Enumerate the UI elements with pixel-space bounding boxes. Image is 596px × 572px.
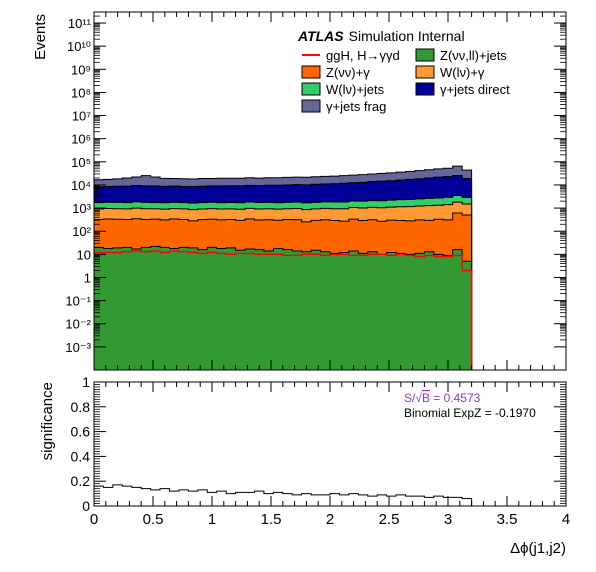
- ratio-y-tick-label: 0.8: [71, 399, 91, 415]
- atlas-label-rest: Simulation Internal: [349, 28, 465, 44]
- stack-0: [93, 245, 473, 371]
- ratio-x-tick-label: 1.5: [261, 511, 282, 528]
- legend: ggH, H→γγd Z(νν,ll)+jets Z(νν)+γ W(lν)+γ W(l…: [301, 48, 510, 114]
- atlas-label: ATLAS Simulation Internal: [297, 28, 465, 44]
- s-over-sqrt-b-value: = 0.4573: [430, 391, 481, 405]
- ratio-x-tick-label: 0: [90, 511, 98, 528]
- main-y-tick-label: 10⁻²: [65, 317, 91, 332]
- main-y-tick-label: 10¹⁰: [67, 39, 91, 54]
- main-y-tick-label: 10¹¹: [68, 16, 92, 31]
- ratio-y-tick-label: 0: [82, 498, 90, 514]
- x-axis-label: Δϕ(j1,j2): [510, 540, 566, 557]
- atlas-label-bold: ATLAS: [297, 28, 344, 44]
- ratio-y-tick-label: 1: [82, 374, 90, 390]
- binomial-expz-annotation: Binomial ExpZ = -0.1970: [404, 406, 536, 420]
- ratio-y-tick-label: 0.6: [71, 424, 91, 440]
- ratio-y-tick-label: 0.4: [71, 448, 91, 464]
- main-y-tick-label: 10⁻¹: [65, 294, 91, 309]
- main-y-tick-label: 10⁹: [71, 62, 91, 77]
- ratio-x-tick-label: 0.5: [143, 511, 164, 528]
- main-panel: 10¹¹ 10¹⁰ 10⁹ 10⁸ 10⁷ 10⁶ 10⁵ 10⁴ 10³ 10² 10 1 10⁻¹ 1…: [32, 11, 567, 371]
- significance-histogram: [93, 484, 473, 506]
- ratio-x-tick-label: 1: [208, 511, 216, 528]
- legend-swatch: [415, 82, 435, 96]
- s-over-sqrt-b-prefix: S/: [404, 391, 416, 405]
- ratio-x-tick-label: 3: [444, 511, 452, 528]
- significance-line: [93, 484, 473, 506]
- legend-label: W(lν)+jets: [326, 82, 385, 97]
- main-y-tick-label: 10⁷: [72, 109, 91, 124]
- legend-label: γ+jets frag: [326, 99, 386, 114]
- ratio-y-axis-label: significance: [39, 382, 56, 460]
- main-y-tick-label: 10⁶: [71, 132, 91, 147]
- main-y-tick-label: 10²: [72, 224, 91, 239]
- main-y-tick-label: 10⁴: [71, 178, 91, 193]
- legend-label: ggH, H→γγd: [326, 48, 400, 63]
- main-y-tick-label: 10⁻³: [65, 340, 91, 355]
- legend-label: Z(νν)+γ: [326, 65, 370, 80]
- ratio-x-tick-label: 4: [562, 511, 570, 528]
- ratio-x-axis: 0 0.5 1 1.5 2 2.5 3 3.5 4: [90, 382, 570, 528]
- legend-swatch: [301, 99, 321, 113]
- ratio-plot-frame: [93, 381, 567, 507]
- legend-swatch: [415, 48, 435, 62]
- ratio-panel: 0 0.2 0.4 0.6 0.8 1 0 0.5 1 1.5 2 2.5 3 3.5 4 signifi…: [39, 374, 570, 557]
- legend-label: W(lν)+γ: [440, 65, 485, 80]
- main-y-axis: 10¹¹ 10¹⁰ 10⁹ 10⁸ 10⁷ 10⁶ 10⁵ 10⁴ 10³ 10² 10 1 10⁻¹ 1…: [65, 11, 566, 355]
- signal-line: [94, 250, 473, 370]
- ratio-y-tick-label: 0.2: [71, 473, 91, 489]
- main-y-tick-label: 10: [77, 247, 91, 262]
- main-y-axis-label: Events: [32, 14, 49, 60]
- legend-label: γ+jets direct: [440, 82, 510, 97]
- stacked-histograms: [93, 165, 473, 371]
- s-over-sqrt-b-annotation: S/√B = 0.4573: [404, 391, 481, 405]
- legend-label: Z(νν,ll)+jets: [440, 48, 507, 63]
- sqrt-argument: B: [422, 391, 430, 405]
- signal-histogram: [94, 250, 473, 370]
- ratio-x-tick-label: 2.5: [379, 511, 400, 528]
- ratio-x-tick-label: 2: [326, 511, 334, 528]
- main-y-tick-label: 10⁸: [71, 85, 91, 100]
- main-y-tick-label: 10⁵: [71, 155, 91, 170]
- main-y-tick-label: 10³: [72, 201, 91, 216]
- legend-swatch: [301, 65, 321, 79]
- ratio-y-axis: 0 0.2 0.4 0.6 0.8 1: [71, 374, 566, 514]
- main-y-tick-label: 1: [84, 270, 91, 285]
- legend-swatch: [415, 65, 435, 79]
- main-x-ticks: [93, 12, 567, 370]
- legend-swatch: [301, 82, 321, 96]
- ratio-x-tick-label: 3.5: [497, 511, 518, 528]
- sqrt-sign: √: [415, 391, 422, 405]
